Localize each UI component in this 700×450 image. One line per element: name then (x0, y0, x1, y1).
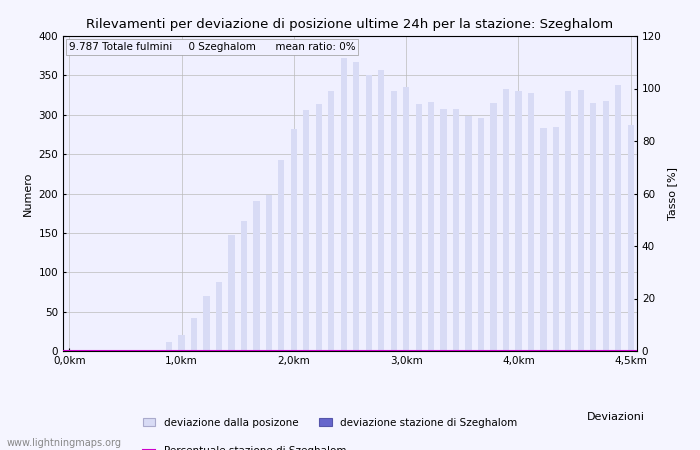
Bar (466, 117, 472, 351)
Legend: Percentuale stazione di Szeghalom: Percentuale stazione di Szeghalom (143, 446, 346, 450)
Bar (515, 91, 522, 351)
Bar (440, 109, 447, 351)
Bar (478, 118, 484, 351)
Bar (279, 161, 284, 351)
Bar (216, 283, 222, 351)
Bar (228, 235, 235, 351)
Bar (378, 70, 384, 351)
Bar (566, 91, 571, 351)
Bar (491, 103, 496, 351)
Bar (416, 104, 421, 351)
Text: 9.787 Totale fulmini     0 Szeghalom      mean ratio: 0%: 9.787 Totale fulmini 0 Szeghalom mean ra… (69, 42, 356, 52)
Bar (266, 195, 272, 351)
Bar (328, 91, 335, 351)
Bar (303, 110, 309, 351)
Bar (578, 90, 584, 351)
Bar (403, 87, 410, 351)
Bar (290, 129, 297, 351)
Bar (590, 103, 596, 351)
Bar (453, 109, 459, 351)
Text: www.lightningmaps.org: www.lightningmaps.org (7, 438, 122, 448)
Y-axis label: Numero: Numero (23, 171, 33, 216)
Bar (178, 335, 185, 351)
Bar (540, 128, 547, 351)
Bar (503, 89, 509, 351)
Bar (316, 104, 322, 351)
Bar (553, 126, 559, 351)
Bar (191, 318, 197, 351)
Bar (353, 62, 359, 351)
Bar (365, 75, 372, 351)
Bar (603, 101, 609, 351)
Bar (391, 91, 397, 351)
Bar (528, 93, 534, 351)
Bar (166, 342, 172, 351)
Y-axis label: Tasso [%]: Tasso [%] (667, 167, 677, 220)
Text: Deviazioni: Deviazioni (587, 412, 645, 422)
Bar (253, 202, 260, 351)
Bar (615, 85, 622, 351)
Bar (628, 125, 634, 351)
Title: Rilevamenti per deviazione di posizione ultime 24h per la stazione: Szeghalom: Rilevamenti per deviazione di posizione … (86, 18, 614, 31)
Bar (241, 221, 247, 351)
Bar (428, 102, 434, 351)
Bar (341, 58, 347, 351)
Bar (204, 296, 209, 351)
